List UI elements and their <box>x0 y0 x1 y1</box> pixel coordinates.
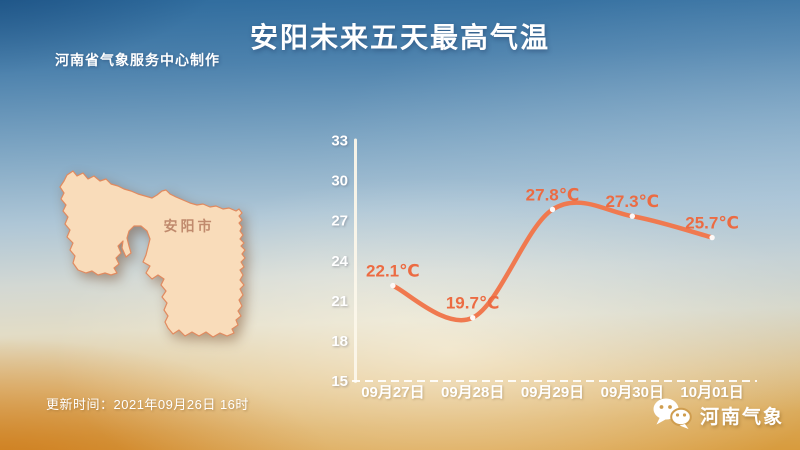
x-axis-label: 10月01日 <box>680 384 743 401</box>
anyang-map-shape <box>59 170 246 338</box>
brand-footer: 河南气象 <box>652 397 784 433</box>
temperature-line <box>390 200 715 323</box>
brand-name: 河南气象 <box>700 406 785 428</box>
data-point <box>709 234 715 241</box>
value-label: 27.3℃ <box>605 192 659 211</box>
update-timestamp: 更新时间：2021年09月26日 16时 <box>46 397 249 412</box>
x-axis-label: 09月30日 <box>601 384 664 401</box>
value-label: 27.8℃ <box>526 185 580 204</box>
value-label: 19.7℃ <box>446 294 500 313</box>
value-label: 25.7℃ <box>685 214 739 233</box>
value-label: 22.1℃ <box>366 262 420 281</box>
y-axis-label: 30 <box>331 173 348 190</box>
data-point <box>470 315 476 321</box>
producer-credit: 河南省气象服务中心制作 <box>55 52 220 68</box>
x-axis-label: 09月27日 <box>361 384 424 401</box>
wechat-icon <box>653 398 692 429</box>
y-axis-label: 18 <box>331 333 348 350</box>
y-axis-label: 33 <box>331 133 348 150</box>
x-axis-label: 09月29日 <box>521 384 584 401</box>
y-axis-label: 24 <box>331 253 348 270</box>
data-point <box>629 213 635 219</box>
page-title: 安阳未来五天最高气温 <box>249 22 550 53</box>
map-city-label: 安阳市 <box>164 218 215 234</box>
data-point <box>549 206 556 213</box>
y-axis-label: 15 <box>331 373 348 390</box>
anyang-map: 安阳市 <box>59 170 246 338</box>
y-axis-label: 21 <box>331 293 348 310</box>
x-axis-label: 09月28日 <box>441 384 504 401</box>
y-axis-label: 27 <box>331 213 348 230</box>
data-point <box>390 282 396 289</box>
